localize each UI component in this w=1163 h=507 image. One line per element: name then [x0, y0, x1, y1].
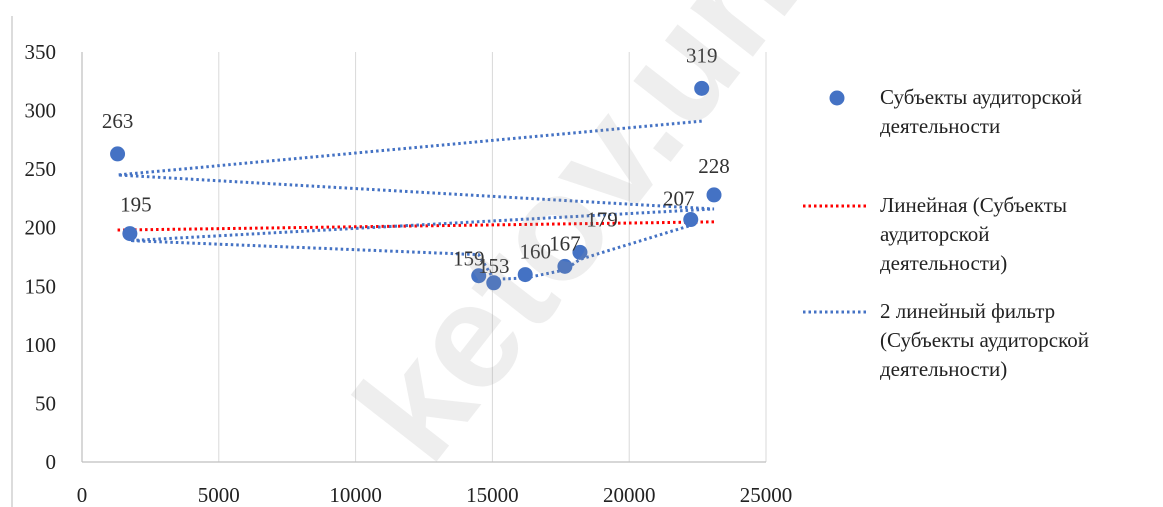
x-tick-label: 25000	[740, 483, 793, 507]
data-points	[110, 80, 722, 291]
data-point	[694, 80, 710, 96]
watermark: ketov.un	[323, 0, 828, 490]
legend: Субъекты аудиторской деятельности Линейная…	[803, 85, 1089, 381]
legend-entry-line: 2 линейный фильтр	[880, 299, 1055, 323]
y-tick-label: 150	[25, 274, 57, 298]
y-tick-label: 200	[25, 216, 57, 240]
data-label: 319	[686, 43, 718, 67]
legend-entry: 2 линейный фильтр (Субъекты аудиторской де…	[880, 299, 1089, 381]
y-tick-label: 350	[25, 40, 57, 64]
data-label: 167	[549, 231, 581, 255]
legend-entry-line: аудиторской	[880, 222, 989, 246]
data-label: 159	[453, 247, 485, 271]
grid-lines	[218, 52, 767, 462]
legend-entry-line: Линейная (Субъекты	[880, 193, 1067, 217]
legend-marker-points	[829, 90, 845, 106]
moving-average-polyline	[117, 119, 715, 281]
data-label: 160	[519, 240, 551, 264]
x-tick-label: 20000	[603, 483, 656, 507]
data-label: 195	[120, 193, 152, 217]
y-tick-label: 300	[25, 99, 57, 123]
legend-entry-line: Субъекты аудиторской	[880, 85, 1082, 109]
data-label: 179	[586, 207, 618, 231]
y-tick-label: 100	[25, 333, 57, 357]
x-tick-label: 5000	[198, 483, 240, 507]
legend-entry: Субъекты аудиторской деятельности	[880, 85, 1082, 138]
x-tick-label: 15000	[466, 483, 519, 507]
y-tick-label: 50	[35, 391, 56, 415]
legend-entry-line: деятельности)	[880, 357, 1007, 381]
data-point	[517, 267, 533, 283]
data-label: 153	[478, 254, 510, 278]
data-point	[471, 268, 487, 284]
data-point	[122, 226, 138, 242]
y-tick-labels: 0 50 100 150 200 250 300 350	[25, 40, 57, 474]
trend-line-segment	[117, 220, 715, 232]
axes	[81, 52, 766, 463]
legend-entry-line: (Субъекты аудиторской	[880, 328, 1089, 352]
data-point	[557, 258, 573, 274]
data-point	[706, 187, 722, 203]
data-label: 207	[663, 187, 695, 211]
y-tick-label: 250	[25, 157, 57, 181]
data-point	[572, 244, 588, 260]
legend-entry: Линейная (Субъекты аудиторской деятельност…	[880, 193, 1067, 275]
data-point	[110, 146, 126, 162]
legend-entry-line: деятельности	[880, 114, 1000, 138]
legend-entry-line: деятельности)	[880, 251, 1007, 275]
x-tick-label: 10000	[329, 483, 382, 507]
linear-trend-line	[117, 220, 715, 232]
x-tick-label: 0	[77, 483, 88, 507]
data-point	[683, 212, 699, 228]
data-label: 228	[698, 154, 730, 178]
data-label: 263	[102, 109, 134, 133]
moving-average-line	[117, 119, 715, 281]
data-point	[486, 275, 502, 291]
y-tick-label: 0	[46, 450, 57, 474]
x-tick-labels: 0 5000 10000 15000 20000 25000	[77, 483, 793, 507]
